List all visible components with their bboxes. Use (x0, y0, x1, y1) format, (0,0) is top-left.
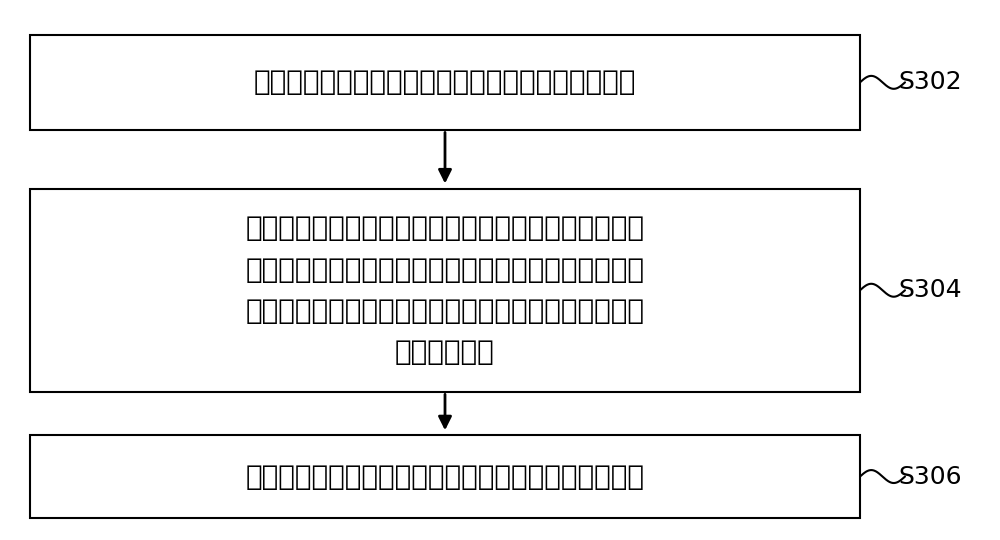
Text: S302: S302 (898, 70, 962, 94)
FancyBboxPatch shape (30, 435, 860, 518)
Text: S306: S306 (898, 464, 962, 489)
FancyBboxPatch shape (30, 189, 860, 392)
Text: 基于所述集成芯片上的视觉传感器接收初始视觉信号: 基于所述集成芯片上的视觉传感器接收初始视觉信号 (254, 69, 636, 96)
Text: 基于所述集成芯片上的输出模块输出所述目标特征信号: 基于所述集成芯片上的输出模块输出所述目标特征信号 (245, 463, 644, 490)
FancyBboxPatch shape (30, 35, 860, 130)
Text: 将所述初始视觉信号通过视觉信号处理模块按预设处理
规则进行处理，得到目标特征信号；其中，所述视觉信
号处理模块为位于所述集成芯片上且在所述视觉传感器
的下级的模: 将所述初始视觉信号通过视觉信号处理模块按预设处理 规则进行处理，得到目标特征信号… (245, 214, 644, 366)
Text: S304: S304 (898, 278, 962, 302)
